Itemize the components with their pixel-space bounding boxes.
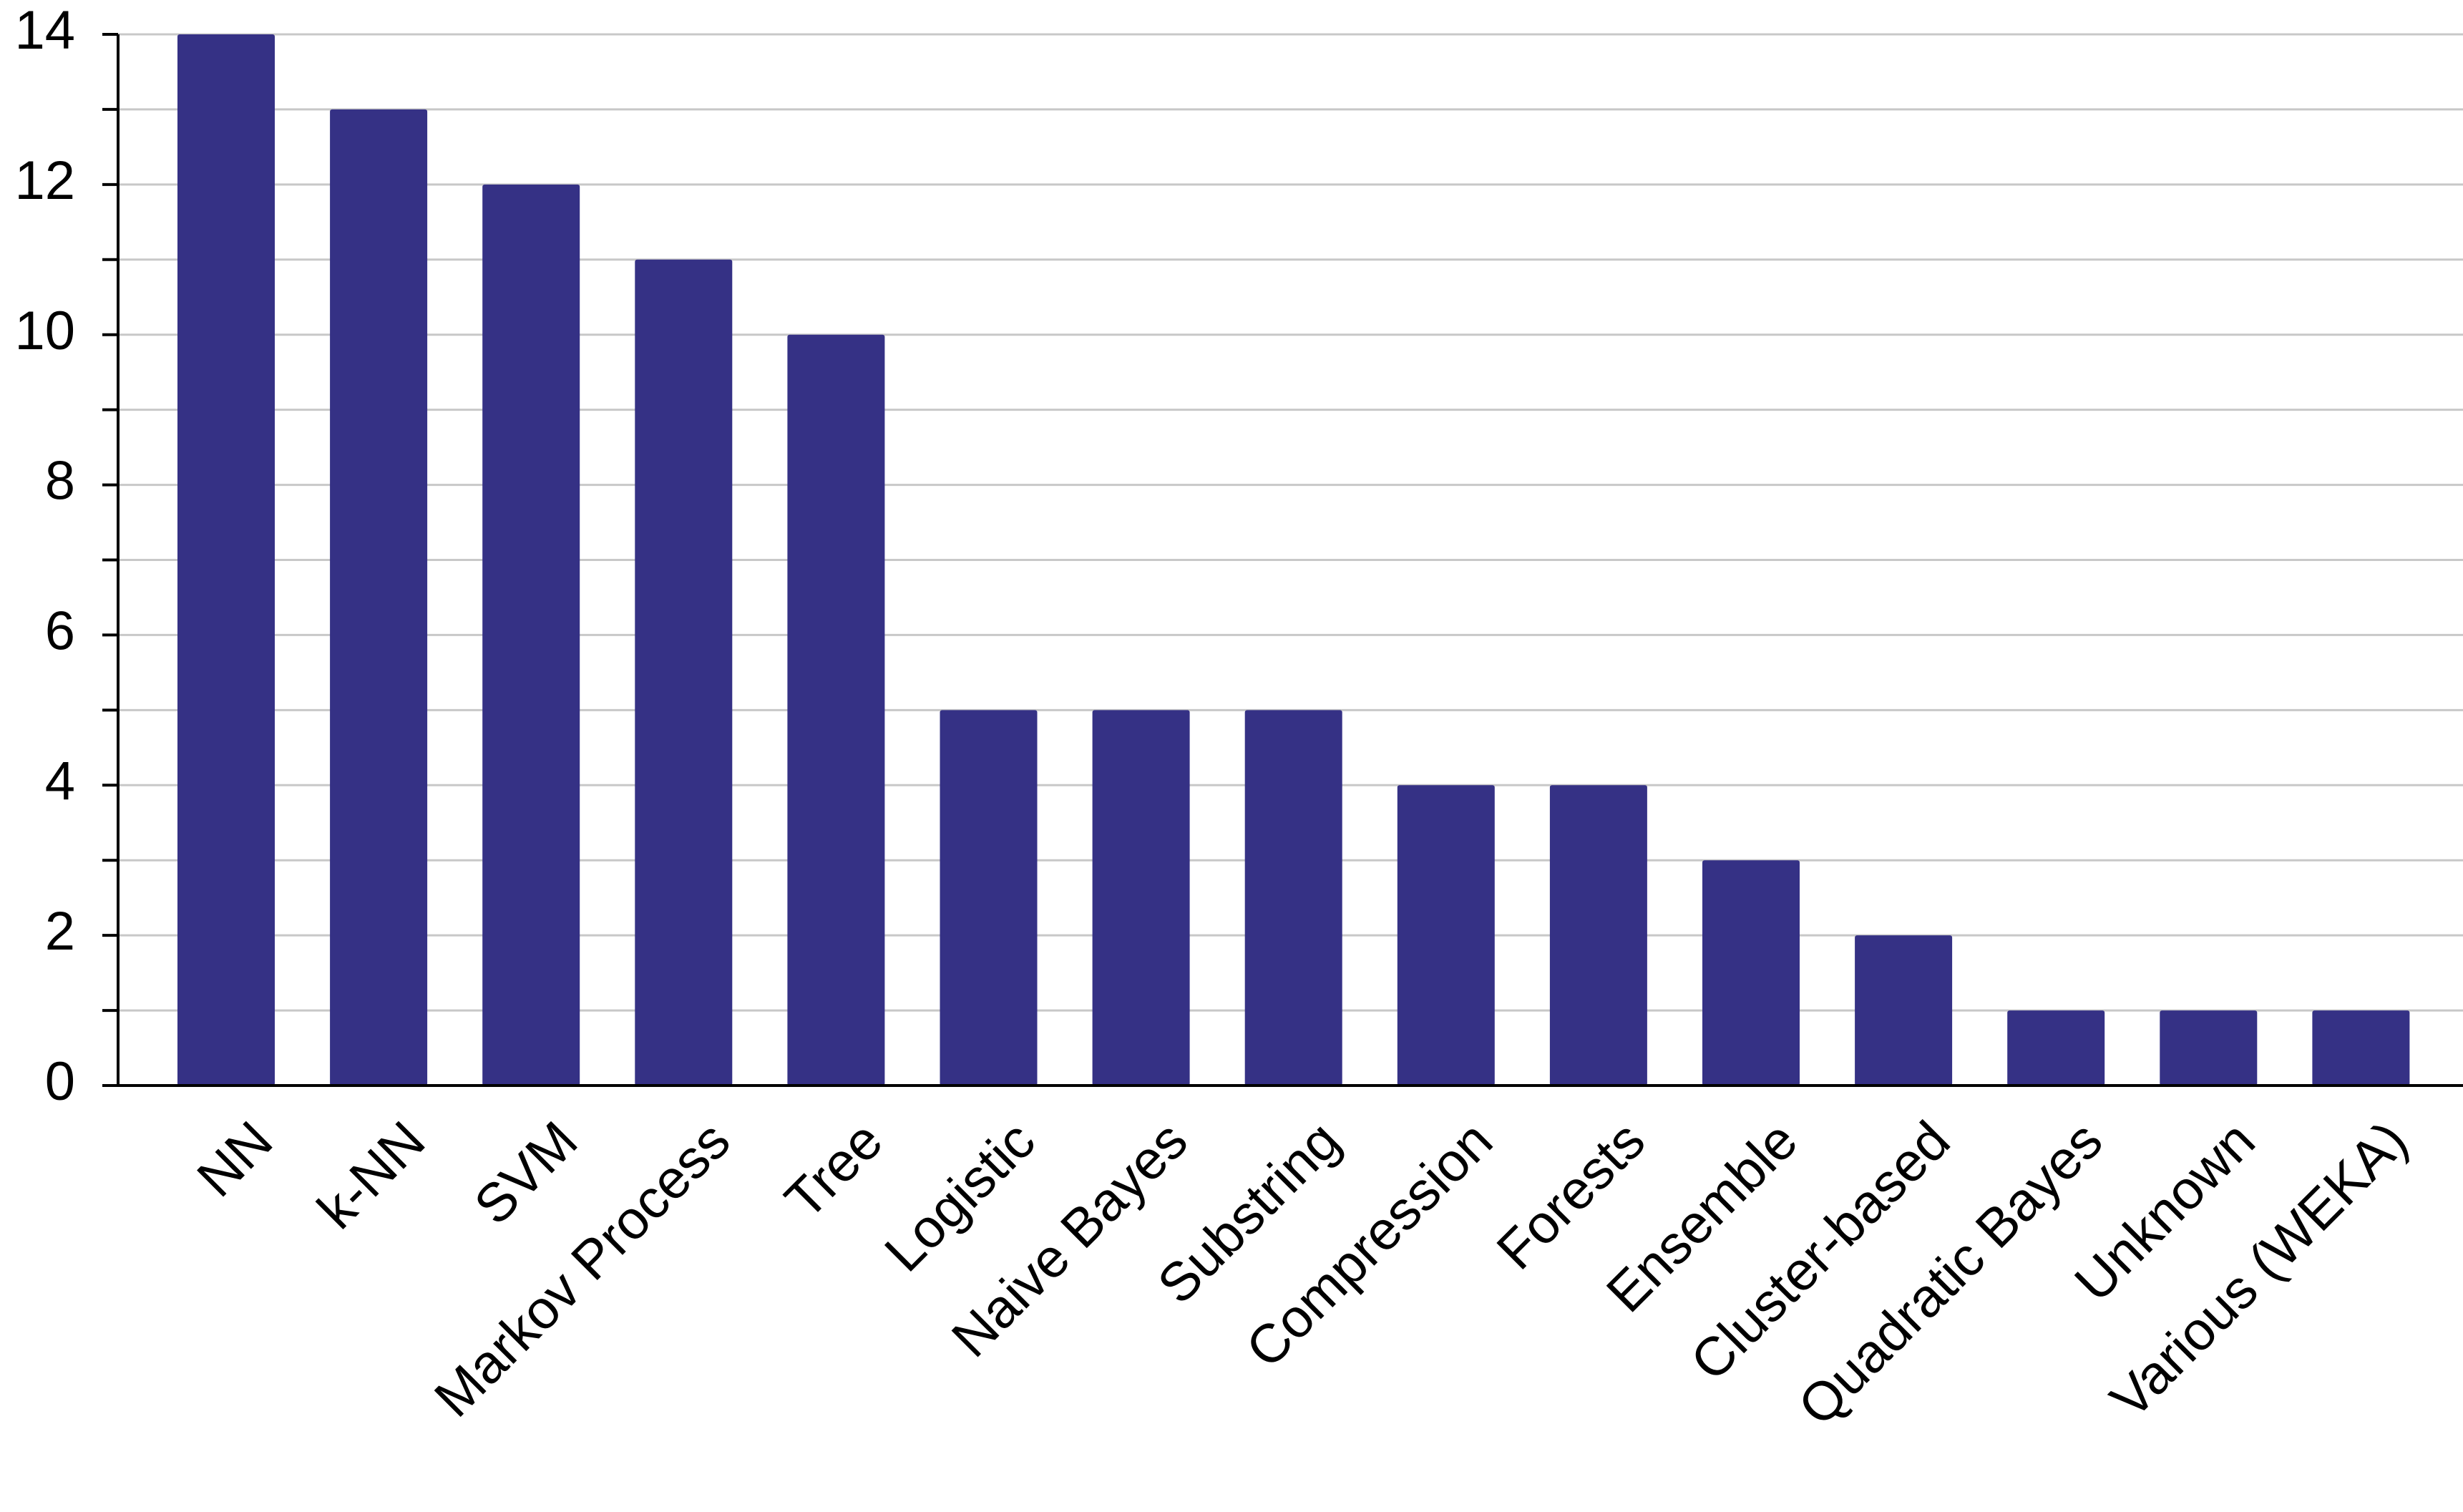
bar	[1702, 860, 1800, 1086]
bar	[330, 109, 428, 1086]
y-tick-label: 2	[45, 901, 75, 962]
bar	[482, 184, 580, 1086]
bar	[635, 259, 733, 1086]
x-tick-label: SVM	[463, 1110, 590, 1237]
bar	[1549, 785, 1647, 1086]
bar	[940, 710, 1038, 1086]
x-tick-label: k-NN	[306, 1110, 436, 1240]
bar	[2312, 1010, 2410, 1086]
x-tick-label: Cluster-based	[1679, 1110, 1962, 1392]
x-tick-label: Tree	[774, 1110, 894, 1231]
bar	[787, 334, 885, 1086]
y-tick-label: 14	[14, 0, 75, 61]
y-tick-label: 4	[45, 751, 75, 811]
bar	[1397, 785, 1495, 1086]
x-tick-label: NN	[185, 1110, 284, 1209]
bar	[2160, 1010, 2258, 1086]
y-tick-label: 10	[14, 301, 75, 361]
bar	[1855, 935, 1953, 1086]
bar	[2007, 1010, 2105, 1086]
y-tick-label: 0	[45, 1051, 75, 1112]
y-tick-label: 6	[45, 601, 75, 662]
bar	[1244, 710, 1342, 1086]
bar	[177, 34, 275, 1086]
y-tick-label: 8	[45, 451, 75, 512]
bar	[1092, 710, 1190, 1086]
y-tick-label: 12	[14, 150, 75, 211]
